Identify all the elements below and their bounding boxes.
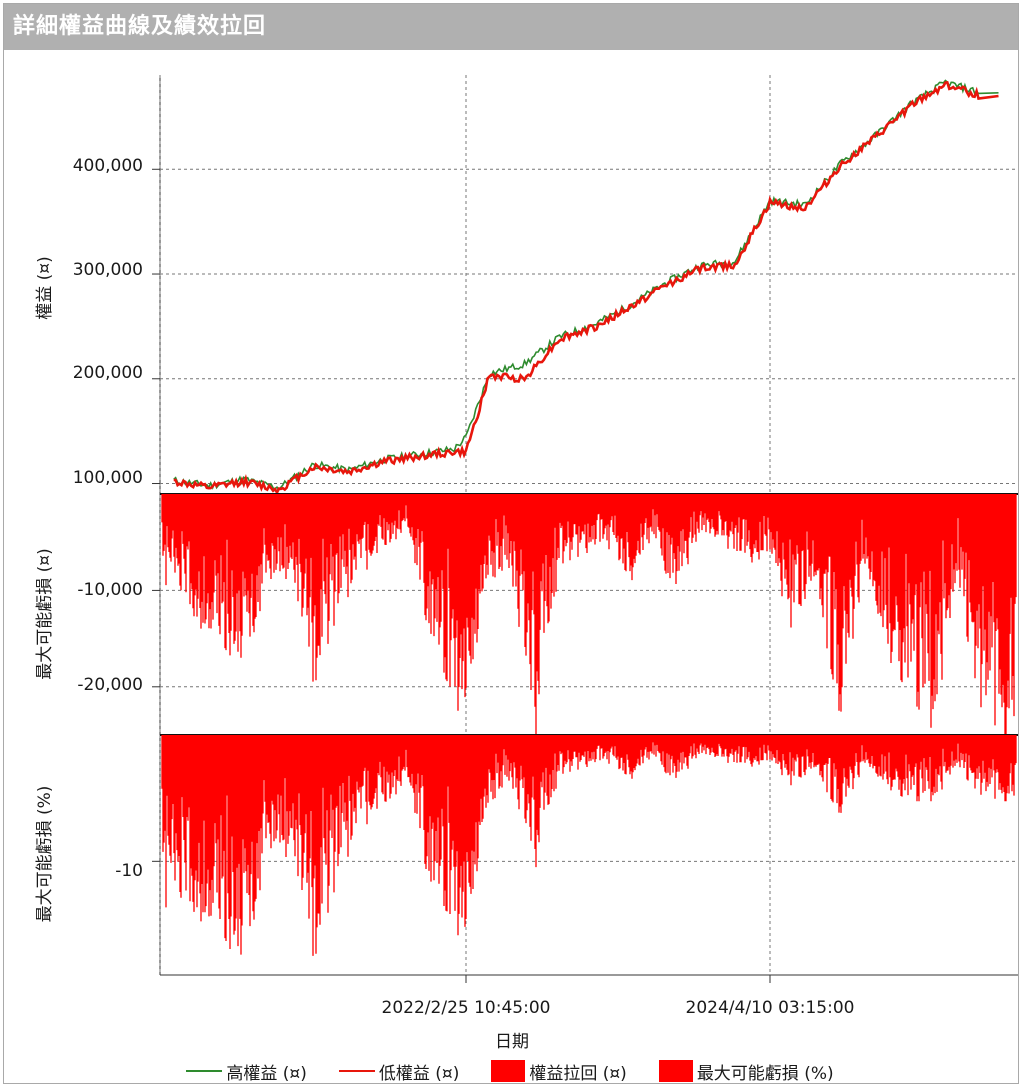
chart-canvas: 權益 (¤) 最大可能虧損 (¤) 最大可能虧損 (%) 100,000 200… [35, 75, 1018, 1052]
legend-label-drawdown: 權益拉回 (¤) [529, 1063, 627, 1084]
drawdown-abs-ylabel: 最大可能虧損 (¤) [35, 548, 55, 679]
drawdown-pct-ylabel: 最大可能虧損 (%) [35, 786, 55, 923]
legend-item-maxloss: 最大可能虧損 (%) [658, 1058, 834, 1084]
dd-abs-ytick-10000: -10,000 [77, 580, 143, 600]
legend-item-high: 高權益 (¤) [186, 1058, 307, 1084]
dd-abs-ytick-20000: -20,000 [77, 675, 143, 695]
equity-ylabel: 權益 (¤) [35, 256, 55, 319]
legend-item-drawdown: 權益拉回 (¤) [491, 1058, 627, 1084]
legend-swatch-high [186, 1070, 223, 1072]
legend-label-high: 高權益 (¤) [226, 1063, 307, 1084]
equity-ytick-100000: 100,000 [73, 468, 143, 488]
legend-label-maxloss: 最大可能虧損 (%) [696, 1063, 834, 1084]
xtick-2022: 2022/2/25 10:45:00 [382, 998, 551, 1018]
drawdown-pct-area [161, 735, 1017, 956]
dd-pct-ytick-10: -10 [115, 861, 143, 881]
legend-label-low: 低權益 (¤) [378, 1063, 460, 1084]
legend-swatch-drawdown [491, 1060, 526, 1082]
legend: 高權益 (¤) 低權益 (¤) 權益拉回 (¤) 最大可能虧損 (%) [0, 1058, 1020, 1084]
legend-swatch-low [338, 1070, 375, 1072]
xtick-2024: 2024/4/10 03:15:00 [686, 998, 855, 1018]
x-axis-label: 日期 [495, 1032, 529, 1052]
drawdown-abs-area [161, 494, 1017, 735]
chart-title: 詳細權益曲線及績效拉回 [4, 4, 1018, 50]
legend-item-low: 低權益 (¤) [338, 1058, 460, 1084]
equity-ytick-200000: 200,000 [73, 363, 143, 383]
equity-ytick-400000: 400,000 [73, 156, 143, 176]
equity-ytick-300000: 300,000 [73, 260, 143, 280]
series-low-equity-line [173, 80, 999, 496]
legend-swatch-maxloss [658, 1060, 693, 1082]
series-high-equity-line [173, 79, 999, 492]
